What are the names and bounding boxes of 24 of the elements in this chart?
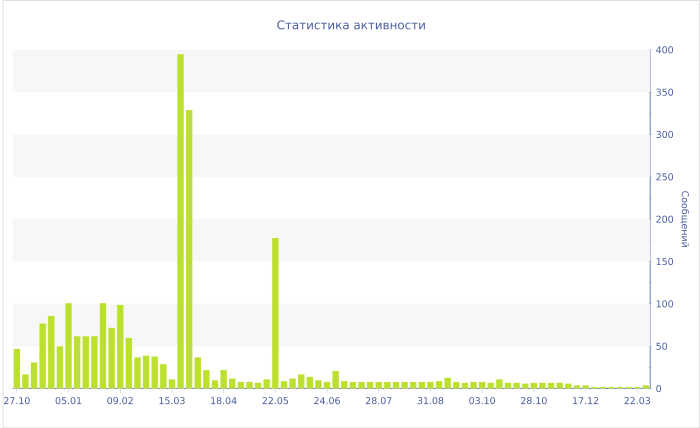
- y-tick-label: 100: [656, 300, 674, 308]
- y-tick-label: 200: [656, 215, 674, 223]
- x-tick-label: 31.08: [418, 396, 444, 404]
- y-tick-label: 0: [656, 384, 662, 392]
- chart-title: Статистика активности: [277, 20, 425, 30]
- y-tick-label: 150: [656, 258, 674, 265]
- y-tick-label: 400: [656, 46, 674, 54]
- y-tick-label: 350: [656, 88, 674, 96]
- x-tick-label: 28.10: [521, 396, 547, 404]
- x-tick-label: 15.03: [159, 396, 185, 404]
- y-axis-title: Сообщений: [680, 190, 690, 247]
- x-tick-label: 18.04: [211, 396, 237, 404]
- y-tick-label: 300: [656, 130, 674, 138]
- x-tick-label: 05.01: [56, 396, 82, 404]
- x-tick-label: 09.02: [107, 396, 133, 404]
- y-tick-label: 250: [656, 173, 674, 180]
- x-tick-label: 22.05: [262, 396, 288, 404]
- x-tick-label: 28.07: [366, 396, 392, 404]
- x-tick-label: 27.10: [4, 396, 30, 404]
- x-tick-label: 24.06: [314, 396, 340, 404]
- x-tick-label: 22.03: [624, 396, 650, 404]
- y-tick-label: 50: [656, 342, 668, 350]
- x-tick-label: 17.12: [573, 396, 598, 404]
- x-tick-label: 03.10: [469, 396, 496, 404]
